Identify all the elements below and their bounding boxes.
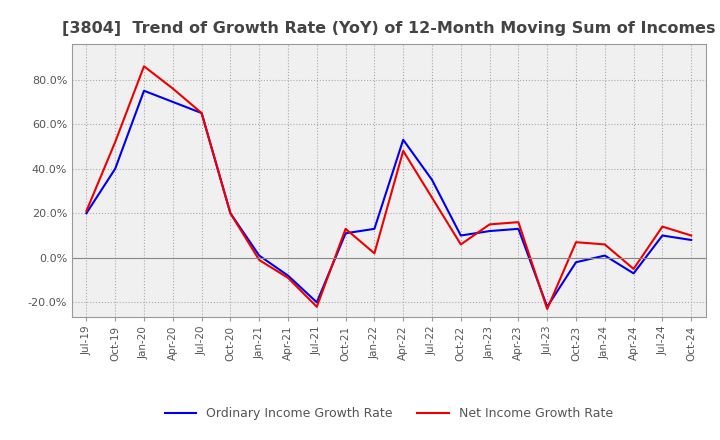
Net Income Growth Rate — [658, 224, 667, 229]
Ordinary Income Growth Rate — [629, 271, 638, 276]
Title: [3804]  Trend of Growth Rate (YoY) of 12-Month Moving Sum of Incomes: [3804] Trend of Growth Rate (YoY) of 12-… — [62, 21, 716, 36]
Ordinary Income Growth Rate — [284, 273, 292, 278]
Net Income Growth Rate — [197, 110, 206, 116]
Ordinary Income Growth Rate — [111, 166, 120, 171]
Net Income Growth Rate — [255, 257, 264, 263]
Net Income Growth Rate — [284, 275, 292, 280]
Ordinary Income Growth Rate — [140, 88, 148, 93]
Net Income Growth Rate — [485, 222, 494, 227]
Net Income Growth Rate — [82, 209, 91, 214]
Ordinary Income Growth Rate — [197, 110, 206, 116]
Net Income Growth Rate — [226, 211, 235, 216]
Ordinary Income Growth Rate — [312, 300, 321, 305]
Net Income Growth Rate — [370, 251, 379, 256]
Net Income Growth Rate — [341, 226, 350, 231]
Ordinary Income Growth Rate — [82, 211, 91, 216]
Ordinary Income Growth Rate — [456, 233, 465, 238]
Ordinary Income Growth Rate — [687, 237, 696, 242]
Net Income Growth Rate — [543, 306, 552, 312]
Net Income Growth Rate — [514, 220, 523, 225]
Ordinary Income Growth Rate — [226, 211, 235, 216]
Ordinary Income Growth Rate — [399, 137, 408, 143]
Ordinary Income Growth Rate — [341, 231, 350, 236]
Net Income Growth Rate — [140, 64, 148, 69]
Net Income Growth Rate — [168, 86, 177, 91]
Net Income Growth Rate — [572, 239, 580, 245]
Ordinary Income Growth Rate — [168, 99, 177, 105]
Ordinary Income Growth Rate — [600, 253, 609, 258]
Ordinary Income Growth Rate — [572, 260, 580, 265]
Net Income Growth Rate — [399, 148, 408, 154]
Line: Net Income Growth Rate: Net Income Growth Rate — [86, 66, 691, 309]
Ordinary Income Growth Rate — [485, 228, 494, 234]
Ordinary Income Growth Rate — [658, 233, 667, 238]
Ordinary Income Growth Rate — [514, 226, 523, 231]
Ordinary Income Growth Rate — [543, 304, 552, 309]
Net Income Growth Rate — [428, 195, 436, 200]
Ordinary Income Growth Rate — [370, 226, 379, 231]
Legend: Ordinary Income Growth Rate, Net Income Growth Rate: Ordinary Income Growth Rate, Net Income … — [160, 402, 618, 425]
Net Income Growth Rate — [629, 266, 638, 271]
Net Income Growth Rate — [600, 242, 609, 247]
Net Income Growth Rate — [456, 242, 465, 247]
Net Income Growth Rate — [111, 139, 120, 145]
Line: Ordinary Income Growth Rate: Ordinary Income Growth Rate — [86, 91, 691, 307]
Ordinary Income Growth Rate — [428, 177, 436, 183]
Net Income Growth Rate — [687, 233, 696, 238]
Ordinary Income Growth Rate — [255, 253, 264, 258]
Net Income Growth Rate — [312, 304, 321, 309]
